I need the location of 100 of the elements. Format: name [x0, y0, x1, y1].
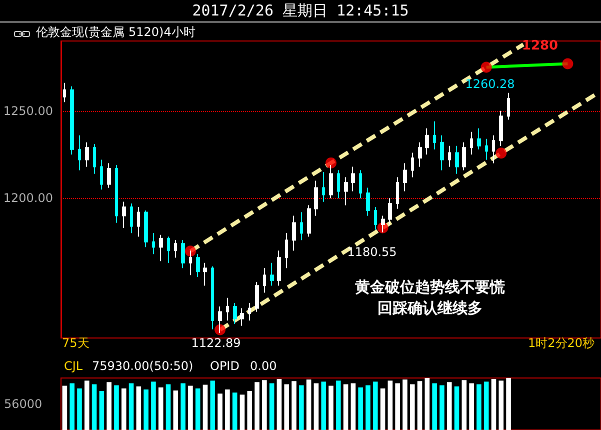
y-tick-label: 1250.00: [3, 104, 53, 118]
point: [326, 157, 336, 168]
candlestick: [477, 128, 481, 150]
point: [496, 148, 507, 159]
bar: [276, 379, 282, 430]
candlestick: [277, 250, 281, 286]
candlestick: [233, 302, 237, 325]
bar: [173, 390, 178, 430]
bar: [269, 383, 274, 430]
candlestick: [440, 134, 444, 171]
candlestick: [174, 240, 177, 258]
bar: [343, 384, 348, 430]
candlestick: [122, 201, 126, 228]
bar: [498, 380, 504, 430]
bar: [180, 383, 186, 430]
bar: [240, 394, 245, 430]
candlestick: [100, 159, 103, 190]
annotation: 1280: [522, 38, 558, 54]
bar: [380, 388, 386, 430]
bar: [84, 380, 90, 430]
candlestick: [344, 176, 348, 206]
annotation: 回踩确认继续多: [378, 299, 482, 317]
bar: [225, 389, 230, 430]
bar: [92, 384, 97, 430]
candlestick: [255, 282, 259, 312]
candlestick: [492, 134, 495, 164]
candlestick: [115, 164, 118, 224]
bar: [218, 394, 222, 430]
annotation: 1260.28: [465, 77, 515, 91]
candlestick: [63, 82, 66, 103]
candlestick: [507, 92, 510, 120]
bar: [299, 385, 304, 430]
candlestick: [78, 134, 81, 171]
bar: [462, 380, 467, 430]
candlestick: [359, 170, 362, 199]
text: 75930.00(50:50): [92, 359, 194, 373]
bar: [440, 385, 444, 430]
bar: [321, 382, 326, 430]
bar: [210, 380, 216, 430]
bar: [328, 386, 334, 430]
bar: [417, 381, 422, 430]
text: CJL: [64, 359, 83, 373]
bar: [106, 382, 112, 430]
point: [184, 246, 196, 257]
bar: [62, 386, 68, 430]
bar: [202, 384, 208, 430]
bar: [158, 387, 164, 430]
chart-title: 2017/2/26 星期日 12:45:15: [192, 2, 409, 20]
bar: [372, 382, 378, 430]
bar: [99, 391, 104, 430]
candlestick: [263, 268, 266, 294]
candlestick: [485, 138, 488, 160]
candlestick: [411, 152, 414, 178]
candlestick: [159, 234, 163, 262]
bar: [70, 383, 74, 430]
bar: [424, 378, 430, 430]
y-tick-label: 1200.00: [3, 191, 53, 206]
candlestick: [448, 145, 451, 168]
bar: [254, 382, 260, 430]
bar: [284, 384, 290, 430]
candlestick: [203, 262, 207, 286]
bar: [350, 383, 356, 430]
bar: [484, 382, 489, 430]
candlestick: [292, 215, 296, 252]
candlestick: [388, 198, 392, 225]
candlestick: [226, 297, 229, 322]
candlestick: [218, 306, 222, 334]
candlestick: [455, 145, 459, 174]
text: 0.00: [250, 359, 277, 373]
bar: [292, 381, 296, 430]
bar: [151, 382, 156, 430]
bar: [454, 386, 460, 430]
candlestick: [107, 162, 111, 188]
candlestick: [270, 262, 274, 286]
bar: [336, 380, 341, 430]
candlestick: [433, 120, 436, 150]
bar: [262, 380, 267, 430]
annotation: 黄金破位趋势线不要慌: [354, 278, 505, 296]
annotation: 1122.89: [191, 336, 241, 350]
text: 56000: [4, 397, 42, 411]
bar: [128, 383, 134, 430]
candlestick: [366, 187, 370, 216]
candlestick: [499, 110, 503, 146]
candlestick: [211, 266, 214, 330]
candlestick: [307, 204, 311, 238]
candlestick: [181, 240, 185, 269]
bar: [358, 387, 363, 430]
candlestick: [462, 142, 466, 171]
candlestick: [70, 86, 74, 156]
bar: [114, 385, 119, 430]
bar: [432, 383, 437, 430]
annotation: 75天: [62, 336, 90, 350]
bar: [476, 384, 482, 430]
candlestick: [322, 172, 325, 202]
bar: [166, 384, 171, 430]
candlestick: [285, 232, 288, 269]
text: OPID: [210, 359, 240, 373]
candlestick: [374, 206, 377, 230]
candlestick: [240, 308, 244, 326]
candlestick: [403, 162, 407, 192]
